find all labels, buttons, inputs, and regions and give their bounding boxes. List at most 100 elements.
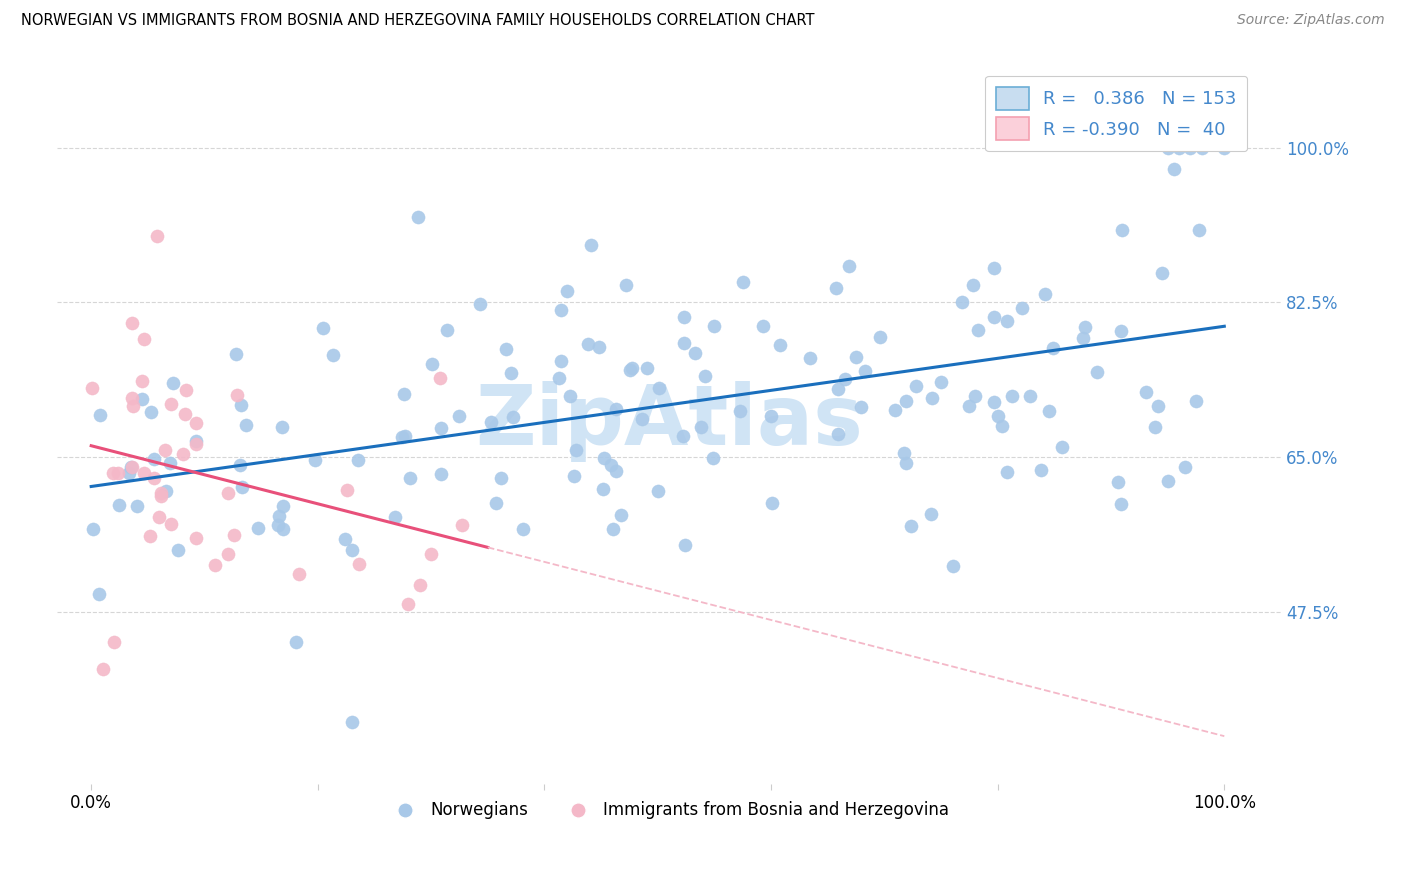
Point (91, 662, 114, 676)
Point (565, 442, 588, 457)
Point (702, 450, 724, 465)
Point (1144, 420, 1167, 434)
Point (118, 467, 141, 481)
Point (430, 421, 453, 435)
Point (149, 486, 172, 500)
Point (1111, 223, 1133, 237)
Point (141, 404, 163, 418)
Point (602, 522, 624, 536)
Text: NORWEGIAN VS IMMIGRANTS FROM BOSNIA AND HERZEGOVINA FAMILY HOUSEHOLDS CORRELATIO: NORWEGIAN VS IMMIGRANTS FROM BOSNIA AND … (21, 13, 814, 29)
Point (485, 496, 508, 510)
Point (950, 295, 973, 310)
Point (673, 538, 696, 552)
Point (838, 259, 860, 273)
Point (548, 370, 571, 384)
Point (217, 486, 239, 500)
Point (983, 395, 1005, 409)
Point (420, 358, 443, 372)
Point (1147, 399, 1170, 413)
Point (693, 368, 716, 383)
Point (1107, 475, 1129, 490)
Point (610, 508, 633, 522)
Point (991, 418, 1014, 433)
Point (186, 416, 208, 430)
Point (636, 361, 658, 376)
Point (592, 483, 614, 497)
Point (271, 522, 294, 536)
Point (966, 323, 988, 337)
Point (172, 447, 194, 461)
Point (336, 483, 359, 497)
Point (647, 483, 669, 498)
Point (1085, 365, 1108, 379)
Point (436, 323, 458, 337)
Point (384, 509, 406, 524)
Point (672, 310, 695, 324)
Point (605, 402, 627, 417)
Point (1073, 319, 1095, 334)
Point (1174, 459, 1197, 474)
Point (429, 371, 451, 385)
Point (346, 452, 368, 467)
Point (502, 409, 524, 424)
Point (447, 409, 470, 423)
Point (349, 557, 371, 571)
Point (1038, 404, 1060, 418)
Point (1150, 266, 1173, 280)
Point (226, 387, 249, 401)
Point (499, 366, 522, 380)
Point (987, 409, 1010, 424)
Point (869, 329, 891, 343)
Point (322, 348, 344, 362)
Point (495, 342, 517, 356)
Point (581, 238, 603, 252)
Point (271, 499, 294, 513)
Point (229, 458, 252, 473)
Point (398, 597, 420, 611)
Point (217, 547, 239, 561)
Point (621, 361, 644, 376)
Point (921, 391, 943, 405)
Point (1042, 341, 1064, 355)
Point (1168, 141, 1191, 155)
Point (759, 409, 782, 423)
Point (558, 389, 581, 403)
Point (103, 635, 125, 649)
Point (1135, 385, 1157, 400)
Point (900, 519, 922, 533)
Point (284, 635, 307, 649)
Point (101, 466, 124, 480)
Point (134, 332, 156, 346)
Point (304, 453, 326, 467)
Point (1011, 301, 1033, 315)
Point (995, 313, 1018, 327)
Point (1180, 141, 1202, 155)
Point (550, 302, 572, 317)
Point (849, 400, 872, 414)
Point (1191, 141, 1213, 155)
Point (131, 392, 153, 407)
Point (159, 456, 181, 470)
Point (905, 378, 928, 392)
Point (884, 402, 907, 417)
Point (564, 468, 586, 483)
Point (342, 714, 364, 729)
Point (845, 351, 868, 365)
Text: ZipAtlas: ZipAtlas (475, 381, 863, 462)
Point (557, 284, 579, 298)
Point (470, 296, 492, 310)
Point (394, 429, 416, 443)
Point (121, 391, 143, 405)
Point (89, 587, 111, 601)
Point (333, 532, 356, 546)
Point (1029, 463, 1052, 477)
Point (799, 351, 821, 366)
Point (761, 496, 783, 510)
Point (184, 532, 207, 546)
Point (605, 464, 627, 478)
Point (142, 471, 165, 485)
Point (893, 445, 915, 459)
Point (222, 528, 245, 542)
Point (149, 489, 172, 503)
Point (995, 466, 1018, 480)
